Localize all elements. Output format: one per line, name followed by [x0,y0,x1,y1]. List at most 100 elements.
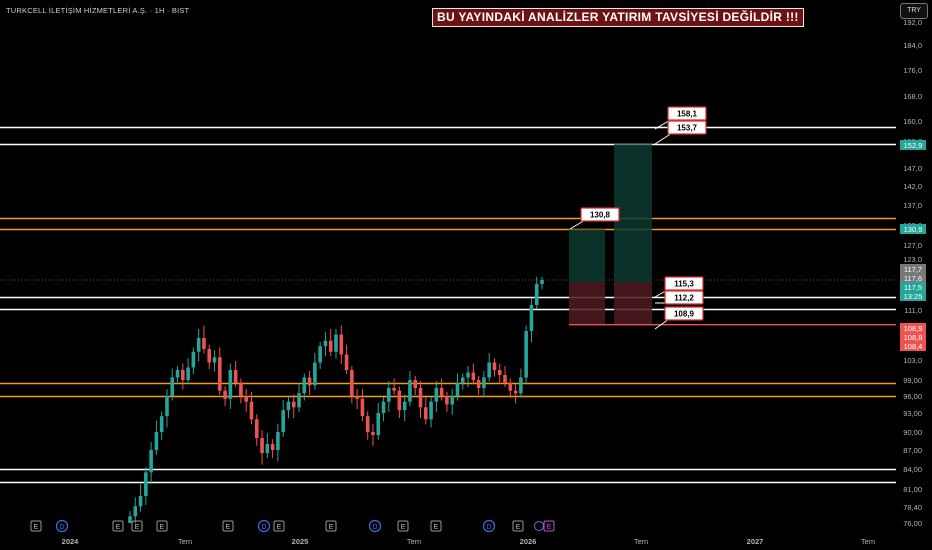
x-tick-label: Tem [634,537,648,546]
candle [223,386,227,407]
dividend-marker-label: D [59,524,64,531]
candle [376,402,381,440]
price-tag [900,282,926,292]
candle [423,397,428,425]
candle-body [434,388,439,402]
candle-body [519,377,523,394]
candle-body [392,388,396,391]
y-tick-label: 168,0 [903,92,922,101]
candle-body [413,380,418,388]
candle [181,363,185,390]
earnings-marker [430,520,442,532]
candle [217,347,222,395]
candle [381,397,386,422]
candle-body [529,305,534,331]
earnings-marker-label: E [516,524,521,531]
candle-body [471,372,476,380]
candle-body [376,413,381,435]
price-tag [900,341,926,351]
position-stop-zone [569,282,605,325]
candle-body [492,362,497,370]
candle-body [339,334,344,355]
upcoming-dividend-marker [534,521,544,531]
x-tick-label: 2027 [747,537,764,546]
candle [350,366,354,404]
currency-button[interactable]: TRY [900,3,928,19]
candle-body [165,396,169,417]
candle [307,371,312,395]
candle [371,423,375,446]
candle [254,414,259,446]
candle [418,381,423,419]
y-tick-label: 176,0 [903,66,922,75]
candle [360,389,365,422]
candle-body [540,280,544,284]
candle [344,344,349,374]
y-tick-label: 78,40 [903,503,922,512]
price-tag-label: 108,8 [904,333,923,342]
candle [466,366,470,387]
candle [281,399,285,437]
candle [508,378,513,398]
candle-body [355,396,359,399]
candle-body [196,338,201,352]
earnings-marker-label: E [277,524,282,531]
candle [133,497,138,523]
candle [460,373,465,390]
y-tick-label: 111,0 [904,306,922,315]
candle [144,467,148,505]
candle-body [191,351,196,368]
candle-body [334,334,338,352]
candle-body [397,390,402,411]
candle [265,433,270,459]
candle-body [371,432,375,435]
candle [519,368,523,398]
candle [513,383,518,404]
symbol-title: TURKCELL İLETİŞİM HİZMETLERİ A.Ş. · 1H ·… [6,6,190,15]
candle-body [276,432,280,450]
price-tag-label: 108,9 [904,324,923,333]
dividend-marker-label: D [372,524,377,531]
candle [497,363,502,385]
candle [365,411,370,440]
earnings-marker [397,520,409,532]
candle-body [181,370,185,380]
candle [529,298,534,343]
candle-body [265,444,270,454]
candle-body [212,357,217,363]
candle [186,358,190,385]
callout-box [667,120,707,135]
candle [175,366,180,385]
candle [202,325,206,354]
y-tick-label: 103,0 [903,356,922,365]
earnings-marker-label: E [116,524,121,531]
candle-body [350,370,354,396]
candle-body [323,340,328,347]
candle [402,394,407,422]
candle [249,391,254,425]
callout-box [664,306,704,321]
candle-body [254,419,259,438]
price-tag [900,264,926,274]
candle-body [360,398,365,417]
upcoming-earnings-marker-label: E [547,524,552,531]
candle-body [487,362,491,378]
candle-body [133,506,138,517]
candle-body [497,370,502,375]
x-tick-label: Tem [861,537,875,546]
candle-body [503,375,507,383]
candle [540,276,544,290]
candle [334,328,338,359]
dividend-marker-label: D [261,524,266,531]
x-tick-label: 2024 [62,537,80,546]
earnings-marker [222,520,234,532]
candle-body [445,396,449,405]
candle [270,439,275,459]
price-tag-label: 130,9 [904,225,923,234]
earnings-marker-label: E [226,524,231,531]
candle-body [286,401,291,411]
earnings-marker-label: E [34,524,39,531]
y-tick-label: 137,0 [903,201,922,210]
dividend-marker [482,519,496,533]
